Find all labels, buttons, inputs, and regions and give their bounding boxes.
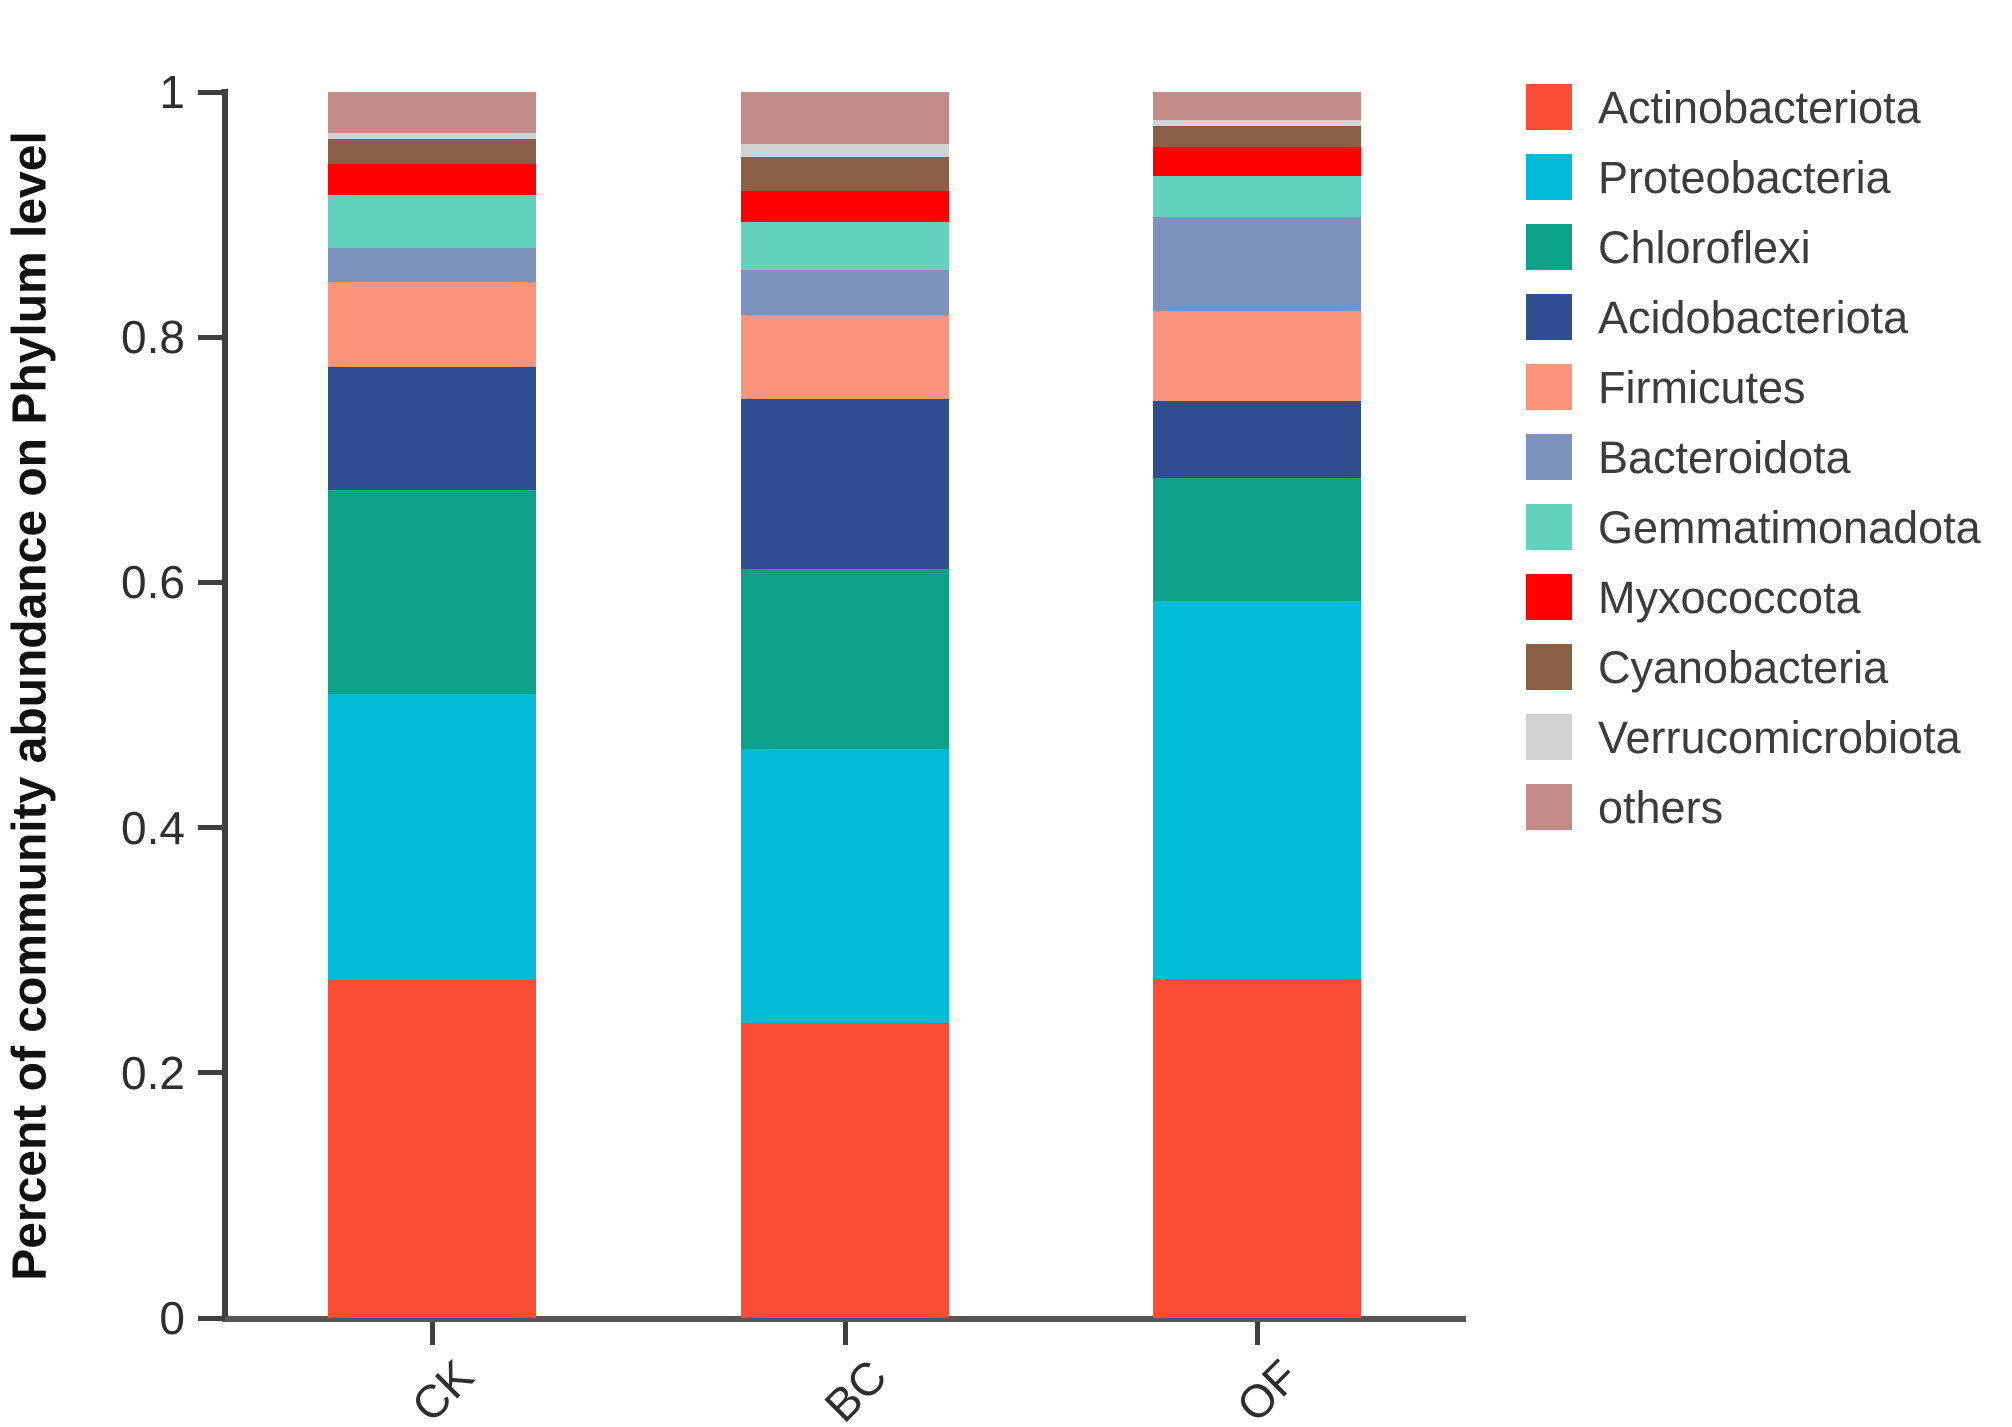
bar-segment-Firmicutes xyxy=(741,315,949,399)
bar-segment-Acidobacteriota xyxy=(741,398,949,569)
legend-swatch-others xyxy=(1526,784,1572,830)
bar-segment-Acidobacteriota xyxy=(328,366,536,491)
legend-row-Cyanobacteria: Cyanobacteria xyxy=(1526,644,1981,690)
legend-label: Acidobacteriota xyxy=(1598,291,1909,343)
x-axis-line xyxy=(222,1316,1466,1322)
bar-segment-Firmicutes xyxy=(328,281,536,367)
bar-segment-Myxococcota xyxy=(741,191,949,222)
bar-segment-Bacteroidota xyxy=(328,247,536,282)
legend-swatch-Actinobacteriota xyxy=(1526,84,1572,130)
legend-row-Proteobacteria: Proteobacteria xyxy=(1526,154,1981,200)
x-tick-label: BC xyxy=(814,1349,897,1427)
x-tick-mark xyxy=(842,1322,848,1345)
bar-segment-Myxococcota xyxy=(1153,147,1361,177)
y-tick-label: 0.8 xyxy=(121,311,185,364)
bar-OF xyxy=(1153,92,1361,1318)
bar-segment-Proteobacteria xyxy=(741,749,949,1023)
y-tick-label: 0.4 xyxy=(121,801,185,854)
legend-label: Bacteroidota xyxy=(1598,431,1851,483)
bar-CK xyxy=(328,92,536,1318)
legend-label: Cyanobacteria xyxy=(1598,641,1889,693)
legend-label: Proteobacteria xyxy=(1598,151,1891,203)
bar-segment-Cyanobacteria xyxy=(741,157,949,192)
legend-label: Myxococcota xyxy=(1598,571,1861,623)
bar-BC xyxy=(741,92,949,1319)
legend-label: others xyxy=(1598,781,1724,833)
bar-segment-others xyxy=(741,92,949,144)
bar-segment-Cyanobacteria xyxy=(1153,126,1361,148)
legend-label: Firmicutes xyxy=(1598,361,1806,413)
bar-segment-Chloroflexi xyxy=(328,490,536,694)
y-tick-label: 0 xyxy=(159,1292,185,1344)
legend-row-Myxococcota: Myxococcota xyxy=(1526,574,1981,620)
legend-swatch-Proteobacteria xyxy=(1526,154,1572,200)
y-tick-mark xyxy=(198,825,225,831)
bar-segment-Actinobacteriota xyxy=(1153,979,1361,1318)
x-tick-mark xyxy=(1254,1322,1260,1345)
bar-segment-Verrucomicrobiota xyxy=(741,143,949,157)
legend-swatch-Chloroflexi xyxy=(1526,224,1572,270)
legend-row-Acidobacteriota: Acidobacteriota xyxy=(1526,294,1981,340)
legend-label: Chloroflexi xyxy=(1598,221,1811,273)
legend-swatch-Gemmatimonadota xyxy=(1526,504,1572,550)
legend-label: Actinobacteriota xyxy=(1598,81,1921,133)
legend-label: Verrucomicrobiota xyxy=(1598,711,1961,763)
bar-segment-Gemmatimonadota xyxy=(741,221,949,270)
x-tick-mark xyxy=(429,1322,435,1345)
legend-row-Firmicutes: Firmicutes xyxy=(1526,364,1981,410)
y-tick-mark xyxy=(198,334,225,340)
bar-segment-Verrucomicrobiota xyxy=(1153,120,1361,127)
x-tick-label: OF xyxy=(1226,1349,1309,1427)
bar-segment-Verrucomicrobiota xyxy=(328,132,536,139)
bar-segment-Gemmatimonadota xyxy=(1153,176,1361,217)
bar-segment-others xyxy=(1153,92,1361,121)
bar-segment-Myxococcota xyxy=(328,164,536,195)
y-axis-title: Percent of community abundance on Phylum… xyxy=(3,131,57,1281)
legend-row-Chloroflexi: Chloroflexi xyxy=(1526,224,1981,270)
bar-segment-Cyanobacteria xyxy=(328,138,536,165)
legend-swatch-Acidobacteriota xyxy=(1526,294,1572,340)
y-tick-mark xyxy=(198,1070,225,1076)
legend-row-Actinobacteriota: Actinobacteriota xyxy=(1526,84,1981,130)
bar-segment-Actinobacteriota xyxy=(741,1022,949,1319)
legend-swatch-Cyanobacteria xyxy=(1526,644,1572,690)
legend: Actinobacteriota Proteobacteria Chloroflex… xyxy=(1526,84,1981,830)
y-tick-label: 0.2 xyxy=(121,1046,185,1099)
y-tick-mark xyxy=(198,1315,225,1321)
bar-segment-Firmicutes xyxy=(1153,311,1361,401)
legend-row-Bacteroidota: Bacteroidota xyxy=(1526,434,1981,480)
y-axis-line xyxy=(222,89,228,1322)
x-tick-label: CK xyxy=(401,1349,484,1427)
bar-segment-Acidobacteriota xyxy=(1153,400,1361,479)
legend-swatch-Bacteroidota xyxy=(1526,434,1572,480)
legend-swatch-Myxococcota xyxy=(1526,574,1572,620)
legend-row-Verrucomicrobiota: Verrucomicrobiota xyxy=(1526,714,1981,760)
bar-segment-Chloroflexi xyxy=(1153,478,1361,601)
legend-row-Gemmatimonadota: Gemmatimonadota xyxy=(1526,504,1981,550)
bar-segment-Bacteroidota xyxy=(741,269,949,316)
legend-swatch-Verrucomicrobiota xyxy=(1526,714,1572,760)
legend-swatch-Firmicutes xyxy=(1526,364,1572,410)
y-tick-label: 1 xyxy=(159,66,185,118)
bar-segment-Chloroflexi xyxy=(741,568,949,750)
y-tick-mark xyxy=(198,89,225,95)
y-tick-mark xyxy=(198,579,225,585)
bar-segment-Bacteroidota xyxy=(1153,216,1361,312)
bar-segment-Proteobacteria xyxy=(328,693,536,980)
legend-row-others: others xyxy=(1526,784,1981,830)
bar-segment-Gemmatimonadota xyxy=(328,194,536,248)
y-tick-label: 0.6 xyxy=(121,556,185,609)
bar-segment-Proteobacteria xyxy=(1153,600,1361,980)
bar-segment-others xyxy=(328,92,536,133)
bar-segment-Actinobacteriota xyxy=(328,979,536,1318)
legend-label: Gemmatimonadota xyxy=(1598,501,1981,553)
